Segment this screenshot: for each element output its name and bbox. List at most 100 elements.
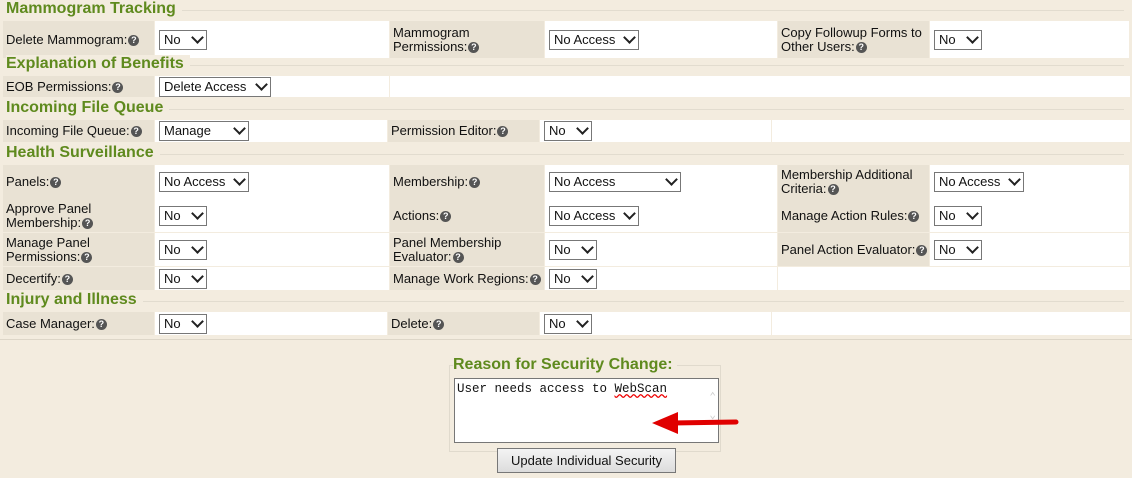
permission-row: EOB Permissions:? Delete Access	[0, 76, 1132, 97]
permission-select[interactable]: No Access	[549, 205, 639, 226]
help-icon[interactable]: ?	[855, 41, 867, 53]
help-icon[interactable]: ?	[130, 126, 142, 138]
permission-value-cell: No Access	[545, 21, 777, 58]
permission-select[interactable]: No	[934, 239, 982, 260]
help-icon[interactable]: ?	[452, 251, 464, 263]
permission-label: Manage Work Regions:	[393, 270, 529, 286]
chevron-down-icon	[233, 173, 246, 186]
permission-select[interactable]: No	[934, 205, 982, 226]
section-title: Incoming File Queue	[6, 99, 1126, 117]
permission-select[interactable]: No	[934, 29, 982, 50]
permission-label: Panel Action Evaluator:	[781, 241, 916, 257]
permission-select[interactable]: No	[159, 239, 207, 260]
chevron-down-icon	[581, 240, 594, 254]
help-icon[interactable]: ?	[916, 244, 928, 256]
chevron-down-icon	[233, 122, 246, 135]
section-title: Mammogram Tracking	[6, 0, 1126, 18]
permission-row: Delete Mammogram:? No Mammogram Permission…	[0, 21, 1132, 58]
label-wrap: Approve Panel Membership:?	[6, 201, 154, 230]
permission-label-cell: Panel Action Evaluator:?	[778, 233, 929, 266]
permission-label-cell: Panel Membership Evaluator:?	[390, 233, 544, 266]
select-value: No Access	[554, 174, 616, 189]
help-icon[interactable]: ?	[468, 41, 480, 53]
help-icon[interactable]: ?	[469, 177, 481, 189]
permission-select[interactable]: No Access	[549, 172, 681, 192]
chevron-down-icon	[665, 173, 678, 186]
empty-cell	[772, 120, 1130, 142]
section-title-text: Injury and Illness	[6, 291, 143, 308]
permission-label: Actions:	[393, 207, 440, 223]
permission-select[interactable]: No Access	[549, 29, 639, 50]
section-title-text: Incoming File Queue	[6, 99, 170, 116]
permission-label-cell: Case Manager:?	[3, 312, 154, 335]
permission-select[interactable]: No	[159, 205, 207, 226]
select-value: Manage	[164, 123, 211, 138]
permission-select[interactable]: No	[159, 313, 207, 334]
help-icon[interactable]: ?	[529, 273, 541, 285]
help-icon[interactable]: ?	[908, 210, 920, 222]
help-icon[interactable]: ?	[128, 34, 140, 46]
empty-cell	[772, 312, 1130, 335]
label-wrap: Case Manager:?	[6, 315, 107, 331]
permission-label-cell: Incoming File Queue:?	[3, 120, 154, 142]
section-title: Explanation of Benefits	[6, 55, 1126, 73]
help-icon[interactable]: ?	[112, 81, 124, 93]
select-value: No	[939, 241, 956, 257]
section-divider	[9, 154, 1124, 155]
help-icon[interactable]: ?	[827, 184, 839, 196]
permission-value-cell: No Access	[155, 165, 389, 199]
help-icon[interactable]: ?	[61, 273, 73, 285]
help-icon[interactable]: ?	[497, 126, 509, 138]
section-divider	[9, 301, 1124, 302]
permission-select[interactable]: No	[549, 239, 597, 260]
permission-label: Mammogram Permissions:	[393, 24, 470, 54]
help-icon[interactable]: ?	[50, 177, 62, 189]
chevron-down-icon	[581, 269, 594, 283]
help-icon[interactable]: ?	[82, 217, 94, 229]
permission-value-cell: No	[155, 312, 387, 335]
permission-label-cell: Manage Work Regions:?	[390, 267, 544, 290]
permission-select[interactable]: No Access	[934, 172, 1024, 192]
select-value: No	[549, 123, 566, 138]
permission-select[interactable]: No	[544, 313, 592, 334]
label-wrap: Incoming File Queue:?	[6, 124, 142, 138]
label-wrap: Panel Action Evaluator:?	[781, 241, 928, 257]
reason-title: Reason for Security Change:	[453, 356, 677, 374]
label-wrap: Manage Panel Permissions:?	[6, 235, 154, 264]
update-individual-security-button[interactable]: Update Individual Security	[497, 448, 676, 473]
permission-select[interactable]: No	[549, 268, 597, 289]
permission-value-cell: No Access	[545, 165, 777, 199]
help-icon[interactable]: ?	[440, 210, 452, 222]
select-value: No Access	[554, 31, 616, 47]
help-icon[interactable]: ?	[81, 251, 93, 263]
section-divider	[9, 10, 1124, 11]
permission-row: Case Manager:? No Delete:? No	[0, 312, 1132, 335]
chevron-down-icon	[623, 30, 636, 44]
empty-cell	[390, 76, 1130, 97]
help-icon[interactable]: ?	[433, 318, 445, 330]
permission-select[interactable]: Manage	[159, 121, 249, 141]
permission-value-cell: No	[545, 267, 777, 290]
permission-select[interactable]: Delete Access	[159, 76, 271, 97]
permission-label-cell: Delete:?	[388, 312, 539, 335]
section-title: Injury and Illness	[6, 291, 1126, 309]
permission-label: Permission Editor:	[391, 123, 497, 138]
textarea-scrollbar[interactable]: ⌃ ⌄	[709, 392, 716, 422]
section-divider	[9, 109, 1124, 110]
permission-label: Panels:	[6, 174, 50, 189]
permission-select[interactable]: No	[159, 29, 207, 50]
permission-select[interactable]: No Access	[159, 172, 249, 192]
chevron-down-icon	[576, 122, 589, 135]
select-value: No	[164, 31, 181, 47]
permission-value-cell: No	[930, 199, 1129, 232]
help-icon[interactable]: ?	[95, 318, 107, 330]
permission-select[interactable]: No	[544, 121, 592, 141]
reason-textarea[interactable]: User needs access to WebScan ⌃ ⌄	[454, 378, 719, 443]
permission-select[interactable]: No	[159, 268, 207, 289]
permission-label: Case Manager:	[6, 315, 95, 331]
section-title: Health Surveillance	[6, 144, 1126, 162]
permission-row: Panels:? No Access Membership:? No Access Me…	[0, 165, 1132, 199]
chevron-down-icon	[1008, 173, 1021, 186]
permission-label-cell: EOB Permissions:?	[3, 76, 154, 97]
chevron-down-icon	[191, 314, 204, 328]
